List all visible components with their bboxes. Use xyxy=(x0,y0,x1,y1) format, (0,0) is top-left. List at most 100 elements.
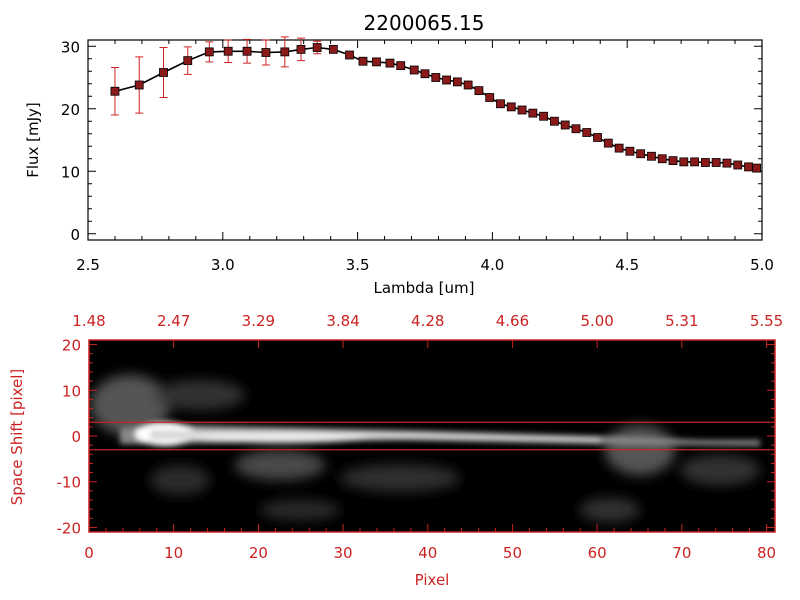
data-point xyxy=(733,160,743,170)
data-point xyxy=(690,157,699,167)
data-point xyxy=(280,47,290,57)
x-tick-label: 3.5 xyxy=(346,256,370,274)
bottom-y-tick-label: -10 xyxy=(57,474,82,492)
data-point xyxy=(679,157,689,167)
bottom-x-tick-label: 30 xyxy=(334,544,353,562)
data-point xyxy=(204,47,214,57)
wavelength-tick-label: 5.31 xyxy=(665,312,698,330)
bottom-x-tick-label: 70 xyxy=(672,544,691,562)
data-point xyxy=(582,128,592,137)
data-point xyxy=(744,162,753,172)
data-point xyxy=(752,163,762,173)
wavelength-tick-label: 3.84 xyxy=(326,312,359,330)
data-point xyxy=(223,46,233,56)
data-point xyxy=(485,93,495,102)
data-point xyxy=(409,65,419,75)
data-point xyxy=(614,143,624,153)
data-point xyxy=(396,61,406,71)
bottom-x-tick-label: 80 xyxy=(757,544,776,562)
data-point xyxy=(452,77,462,87)
bottom-y-tick-label: -20 xyxy=(57,519,82,537)
data-point xyxy=(442,75,451,85)
top-plot-frame xyxy=(87,39,763,241)
y-tick-label: 0 xyxy=(70,226,80,244)
flux-series-line xyxy=(114,46,757,169)
bottom-x-tick-label: 20 xyxy=(249,544,268,562)
data-point xyxy=(261,48,271,57)
data-point xyxy=(358,56,368,66)
data-point xyxy=(603,138,613,148)
data-point xyxy=(159,68,168,77)
data-point xyxy=(345,50,354,60)
data-point xyxy=(496,99,505,109)
top-x-tick-labels: 2.5 3.0 3.5 4.0 4.5 5.0 xyxy=(76,256,774,274)
data-point xyxy=(296,44,306,54)
bottom-y-axis-label: Space Shift [pixel] xyxy=(8,369,26,506)
chart-title: 2200065.15 xyxy=(364,11,485,35)
bottom-x-tick-label: 50 xyxy=(503,544,522,562)
data-point xyxy=(134,80,144,90)
data-point xyxy=(474,86,484,96)
data-point xyxy=(700,158,710,167)
data-point xyxy=(372,57,381,67)
data-point xyxy=(711,158,721,167)
x-axis-label: Lambda [um] xyxy=(374,279,475,297)
data-point xyxy=(506,102,516,112)
wavelength-tick-label: 3.29 xyxy=(242,312,275,330)
data-point xyxy=(647,151,656,161)
data-point xyxy=(385,58,395,68)
data-point xyxy=(722,158,732,168)
wavelength-tick-label: 2.47 xyxy=(157,312,190,330)
data-point xyxy=(517,105,527,115)
data-point xyxy=(668,156,678,166)
bottom-y-tick-labels: 20 10 0 -10 -20 xyxy=(57,337,82,538)
y-axis-label: Flux [mJy] xyxy=(24,102,42,178)
x-tick-label: 4.0 xyxy=(480,256,504,274)
bottom-y-tick-label: 10 xyxy=(62,382,81,400)
y-tick-label: 20 xyxy=(61,101,80,119)
image-bright-trace xyxy=(120,422,760,446)
data-point xyxy=(593,133,602,142)
bottom-x-tick-labels: 0 10 20 30 40 50 60 70 80 xyxy=(84,544,776,562)
data-point xyxy=(420,69,430,79)
wavelength-tick-label: 4.66 xyxy=(496,312,529,330)
x-tick-label: 3.0 xyxy=(211,256,235,274)
data-point xyxy=(110,86,120,96)
data-point xyxy=(636,149,646,159)
data-point xyxy=(571,124,581,134)
bottom-x-tick-label: 60 xyxy=(588,544,607,562)
bottom-x-tick-label: 40 xyxy=(418,544,437,562)
wavelength-tick-label: 1.48 xyxy=(72,312,105,330)
data-point xyxy=(183,56,193,66)
data-point xyxy=(528,108,538,118)
flux-series-points xyxy=(110,43,762,173)
data-point xyxy=(560,120,570,130)
bottom-axis-ticks xyxy=(88,340,775,532)
wavelength-tick-label: 5.55 xyxy=(750,312,783,330)
data-point xyxy=(463,80,473,90)
y-tick-label: 10 xyxy=(61,163,80,181)
bottom-y-tick-label: 20 xyxy=(62,337,81,355)
wavelength-top-labels: 1.48 2.47 3.29 3.84 4.28 4.66 5.00 5.31 5.55 xyxy=(72,312,783,330)
x-tick-label: 5.0 xyxy=(750,256,774,274)
data-point xyxy=(312,43,322,52)
bottom-y-tick-label: 0 xyxy=(71,428,81,446)
data-point xyxy=(550,116,559,126)
y-tick-label: 30 xyxy=(61,38,80,56)
wavelength-tick-label: 4.28 xyxy=(411,312,444,330)
bottom-x-tick-label: 0 xyxy=(84,544,94,562)
bottom-x-axis-label: Pixel xyxy=(415,571,450,589)
data-point xyxy=(328,44,338,54)
top-y-tick-labels: 0 10 20 30 xyxy=(61,38,80,244)
top-axis-ticks xyxy=(87,40,763,240)
x-tick-label: 2.5 xyxy=(76,256,100,274)
data-point xyxy=(539,111,549,121)
wavelength-tick-label: 5.00 xyxy=(580,312,613,330)
error-bars xyxy=(110,36,761,173)
bottom-x-tick-label: 10 xyxy=(164,544,183,562)
data-point xyxy=(657,154,667,164)
data-point xyxy=(625,146,635,156)
spectral-image xyxy=(89,340,775,532)
x-tick-label: 4.5 xyxy=(615,256,639,274)
